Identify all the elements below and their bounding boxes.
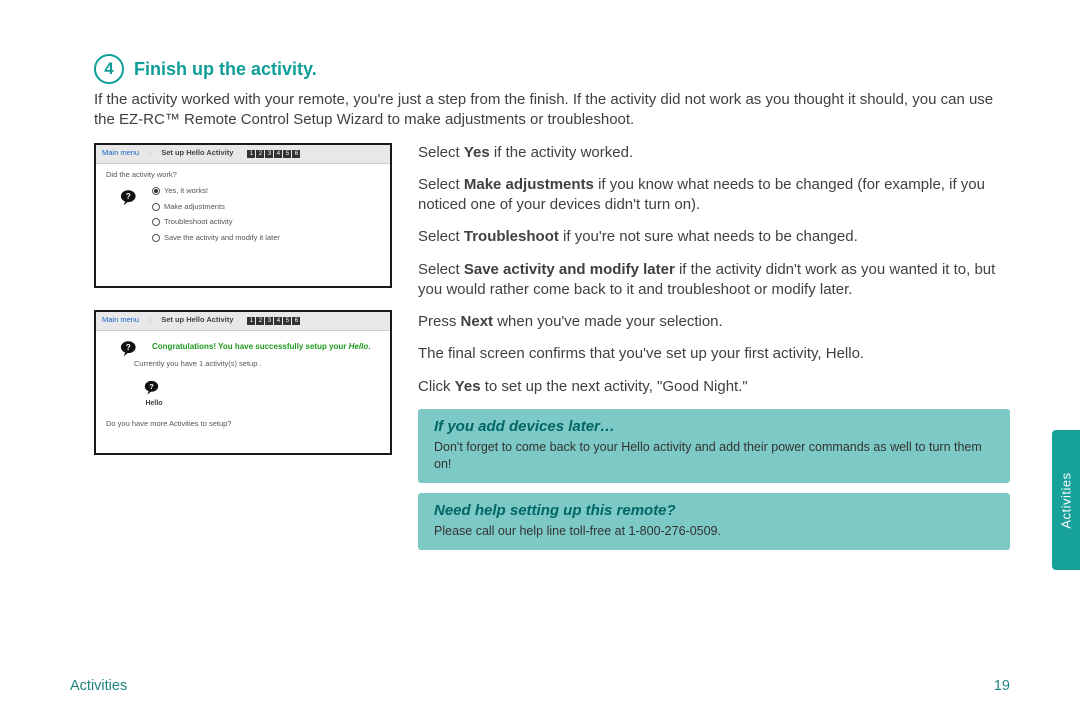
callout-body: Don't forget to come back to your Hello … — [434, 439, 994, 473]
wizard-progress: 1 2 3 4 5 6 — [247, 150, 300, 158]
wizard-tabbar: Main menu | Set up Hello Activity 1 2 3 … — [96, 145, 390, 164]
page-footer: Activities 19 — [70, 678, 1010, 694]
svg-text:?: ? — [126, 192, 131, 201]
instr-save-later: Select Save activity and modify later if… — [418, 260, 1010, 301]
footer-page-number: 19 — [994, 678, 1010, 694]
callout-title: Need help setting up this remote? — [434, 501, 994, 521]
instr-press-next: Press Next when you've made your selecti… — [418, 312, 1010, 332]
speech-question-icon: ? — [144, 379, 164, 397]
wizard-mainmenu-link: Main menu — [102, 148, 139, 159]
instr-make-adjustments: Select Make adjustments if you know what… — [418, 175, 1010, 216]
callout-need-help: Need help setting up this remote? Please… — [418, 493, 1010, 550]
wizard-mainmenu-link: Main menu — [102, 315, 139, 326]
wizard-screenshot-congrats: Main menu | Set up Hello Activity 1 2 3 … — [94, 310, 392, 455]
instr-click-yes: Click Yes to set up the next activity, "… — [418, 377, 1010, 397]
step-number-badge: 4 — [94, 54, 124, 84]
radio-icon — [152, 234, 160, 242]
wizard-current-count: Currently you have 1 activity(s) setup . — [134, 359, 380, 370]
callout-title: If you add devices later… — [434, 417, 994, 437]
footer-section: Activities — [70, 678, 127, 694]
radio-icon — [152, 187, 160, 195]
step-header: 4 Finish up the activity. — [94, 54, 1010, 84]
instr-troubleshoot: Select Troubleshoot if you're not sure w… — [418, 227, 1010, 247]
callout-body: Please call our help line toll-free at 1… — [434, 523, 994, 540]
instr-select-yes: Select Yes if the activity worked. — [418, 143, 1010, 163]
speech-question-icon: ? — [120, 188, 142, 208]
radio-icon — [152, 218, 160, 226]
wizard-more-question: Do you have more Activities to setup? — [106, 419, 380, 430]
wizard-tab-active: Set up Hello Activity — [161, 315, 233, 326]
intro-paragraph: If the activity worked with your remote,… — [94, 90, 1010, 131]
speech-question-icon: ? — [120, 339, 142, 359]
step-title: Finish up the activity. — [134, 59, 317, 80]
radio-icon — [152, 203, 160, 211]
wizard-options: Yes, it works! Make adjustments Troubles… — [152, 186, 280, 248]
instr-final-confirm: The final screen confirms that you've se… — [418, 344, 1010, 364]
callout-add-devices: If you add devices later… Don't forget t… — [418, 409, 1010, 483]
svg-text:?: ? — [149, 382, 154, 391]
wizard-question: Did the activity work? — [106, 170, 380, 181]
wizard-progress: 1 2 3 4 5 6 — [247, 317, 300, 325]
wizard-screenshot-didwork: Main menu | Set up Hello Activity 1 2 3 … — [94, 143, 392, 288]
side-tab-label: Activities — [1059, 472, 1074, 528]
wizard-tab-active: Set up Hello Activity — [161, 148, 233, 159]
svg-text:?: ? — [126, 342, 131, 351]
wizard-tabbar: Main menu | Set up Hello Activity 1 2 3 … — [96, 312, 390, 331]
wizard-activity-tile: ? Hello — [134, 379, 174, 409]
step-number: 4 — [104, 59, 113, 79]
wizard-congrats: Congratulations! You have successfully s… — [152, 341, 370, 352]
side-tab-activities: Activities — [1052, 430, 1080, 570]
